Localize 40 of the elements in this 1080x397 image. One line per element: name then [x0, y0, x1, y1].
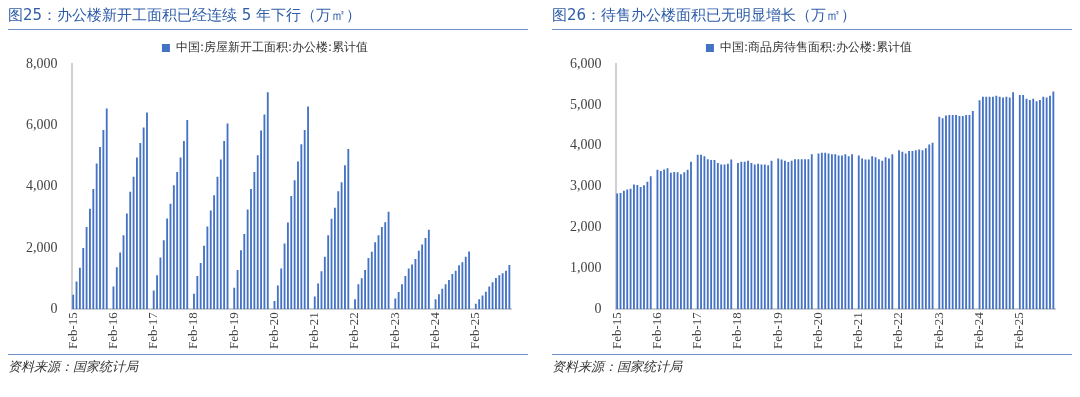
x-tick-label: Feb-17	[145, 311, 161, 350]
y-tick-label: 8,000	[26, 55, 58, 71]
x-tick-label: Feb-16	[648, 311, 664, 350]
x-tick-label: Feb-25	[1011, 312, 1027, 350]
x-tick-label: Feb-18	[729, 312, 745, 350]
x-tick-label: Feb-22	[890, 312, 906, 350]
x-tick-label: Feb-15	[64, 312, 80, 350]
y-tick-label: 6,000	[570, 55, 602, 71]
x-tick-label: Feb-19	[769, 312, 785, 350]
legend-label: 中国:房屋新开工面积:办公楼:累计值	[175, 40, 369, 55]
x-tick-label: Feb-20	[809, 312, 825, 350]
y-tick-label: 4,000	[570, 137, 602, 153]
x-tick-label: Feb-24	[426, 311, 442, 350]
y-tick-label: 4,000	[26, 178, 58, 194]
y-tick-label: 0	[594, 300, 602, 316]
x-tick-label: Feb-23	[930, 312, 946, 350]
y-tick-label: 0	[50, 300, 58, 316]
x-tick-label: Feb-17	[689, 311, 705, 350]
y-tick-label: 1,000	[570, 259, 602, 275]
x-tick-label: Feb-20	[265, 312, 281, 350]
y-tick-label: 6,000	[26, 116, 58, 132]
text: 资料来源：国家统计局	[8, 354, 528, 376]
legend-label: 中国:商品房待售面积:办公楼:累计值	[719, 40, 913, 55]
x-tick-label: Feb-21	[850, 312, 866, 350]
x-tick-label: Feb-22	[346, 312, 362, 350]
x-tick-label: Feb-19	[225, 312, 241, 350]
x-tick-label: Feb-21	[306, 312, 322, 350]
text: 资料来源：国家统计局	[552, 354, 1072, 376]
y-tick-label: 3,000	[570, 178, 602, 194]
x-tick-label: Feb-18	[185, 312, 201, 350]
y-tick-label: 2,000	[26, 239, 58, 255]
chart-title: 图25：办公楼新开工面积已经连续 5 年下行（万㎡）	[8, 0, 528, 30]
x-tick-label: Feb-23	[386, 312, 402, 350]
y-tick-label: 2,000	[570, 219, 602, 235]
x-tick-label: Feb-24	[970, 311, 986, 350]
chart-title: 图26：待售办公楼面积已无明显增长（万㎡）	[552, 0, 1072, 30]
x-tick-label: Feb-15	[608, 312, 624, 350]
x-tick-label: Feb-16	[104, 311, 120, 350]
y-tick-label: 5,000	[570, 96, 602, 112]
x-tick-label: Feb-25	[467, 312, 483, 350]
